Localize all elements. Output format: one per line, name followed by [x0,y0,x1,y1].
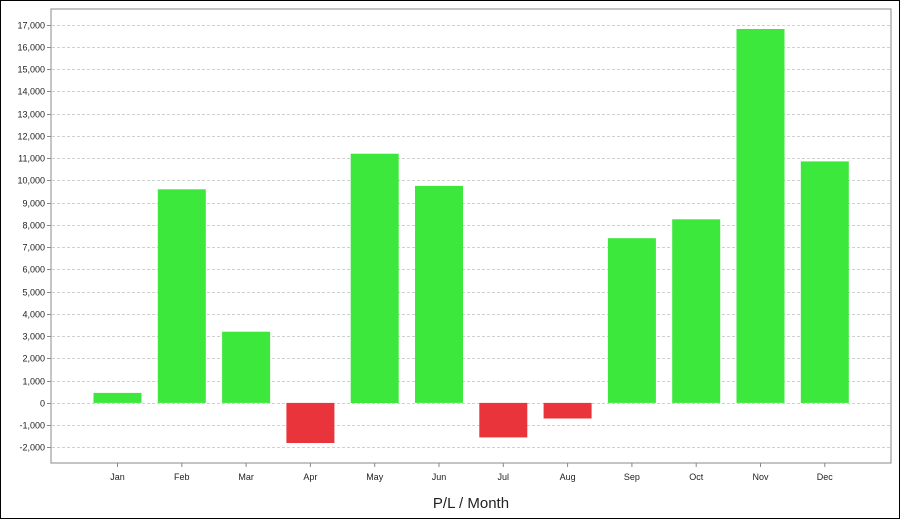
y-tick-label: 14,000 [17,87,45,97]
bar-dec [800,161,849,403]
y-tick-label: 2,000 [22,354,45,364]
y-axis-ticks: -2,000 -1,000 0 1,000 2,000 3,000 4,000 5,000 6,… [17,21,51,453]
y-tick-label: 8,000 [22,221,45,231]
y-tick-label: 9,000 [22,199,45,209]
bar-jan [93,392,142,403]
x-axis-ticks: Jan Feb Mar Apr May Jun Jul Aug Sep Oct Nov Dec [110,463,833,482]
x-tick-label-dec: Dec [817,472,834,482]
x-tick-label-feb: Feb [174,472,190,482]
x-tick-label-jul: Jul [498,472,510,482]
bar-mar [222,331,271,403]
y-tick-label: 16,000 [17,43,45,53]
bar-sep [607,238,656,403]
bar-aug [543,402,592,419]
y-tick-label: -1,000 [19,421,45,431]
bar-oct [672,219,721,403]
x-tick-label-sep: Sep [624,472,640,482]
bar-feb [157,189,206,403]
y-tick-label: 7,000 [22,243,45,253]
x-tick-label-nov: Nov [752,472,769,482]
y-tick-label: -2,000 [19,443,45,453]
bar-jun [415,185,463,403]
y-tick-label: 12,000 [17,132,45,142]
bar-apr [286,402,335,443]
y-tick-label: 3,000 [22,332,45,342]
bars [93,29,849,443]
y-tick-label: 15,000 [17,65,45,75]
x-tick-label-aug: Aug [560,472,576,482]
bar-jul [479,402,528,438]
y-tick-label: 13,000 [17,110,45,120]
y-tick-label: 10,000 [17,176,45,186]
x-tick-label-apr: Apr [303,472,317,482]
x-tick-label-jun: Jun [432,472,447,482]
bar-may [350,153,399,403]
y-tick-label: 4,000 [22,310,45,320]
y-tick-label: 5,000 [22,288,45,298]
y-tick-label: 0 [40,399,45,409]
x-tick-label-jan: Jan [110,472,125,482]
x-axis-title: P/L / Month [433,495,509,512]
y-tick-label: 11,000 [18,154,45,164]
x-tick-label-may: May [366,472,384,482]
y-tick-label: 17,000 [17,21,45,31]
bar-nov [736,29,785,403]
x-tick-label-oct: Oct [689,472,704,482]
y-tick-label: 1,000 [22,377,45,387]
x-tick-label-mar: Mar [238,472,254,482]
y-tick-label: 6,000 [22,265,45,275]
